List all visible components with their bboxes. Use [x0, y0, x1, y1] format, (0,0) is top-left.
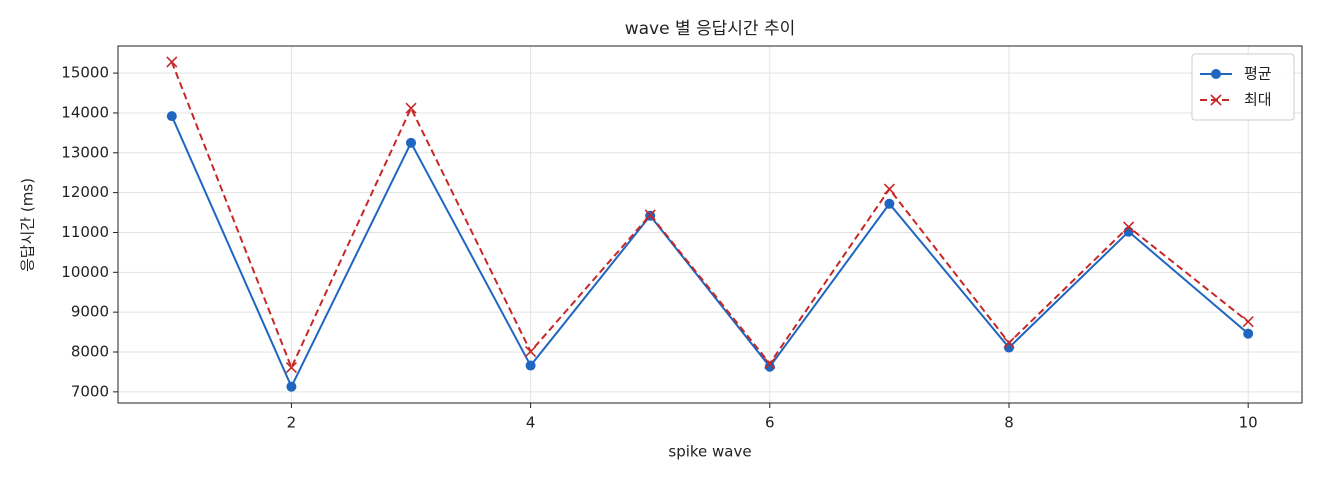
- marker: [884, 198, 895, 209]
- x-tick-label: 6: [765, 414, 775, 432]
- marker: [285, 361, 297, 374]
- y-tick-label: 12000: [61, 183, 109, 201]
- marker: [286, 381, 297, 392]
- y-tick-label: 15000: [61, 64, 109, 82]
- series-line: [170, 61, 1249, 371]
- y-tick-label: 9000: [71, 303, 109, 321]
- marker: [1211, 69, 1221, 79]
- marker: [644, 209, 656, 221]
- series-line: [170, 115, 1249, 390]
- marker: [405, 102, 417, 114]
- y-tick-label: 7000: [71, 382, 109, 400]
- marker: [525, 360, 536, 371]
- y-tick-label: 8000: [71, 343, 109, 361]
- marker: [1003, 337, 1015, 349]
- legend-label: 최대: [1244, 91, 1272, 109]
- y-tick-label: 14000: [61, 103, 109, 121]
- chart-title: wave 별 응답시간 추이: [625, 19, 796, 39]
- marker: [166, 56, 178, 68]
- marker: [525, 346, 537, 358]
- marker: [1210, 94, 1222, 106]
- y-tick-label: 11000: [61, 223, 109, 241]
- x-tick-label: 10: [1239, 414, 1258, 432]
- marker: [1243, 328, 1254, 339]
- marker: [764, 357, 776, 370]
- x-tick-label: 4: [526, 414, 536, 432]
- marker: [883, 183, 895, 195]
- x-tick-label: 8: [1004, 414, 1014, 432]
- y-tick-label: 13000: [61, 143, 109, 161]
- legend-box: [1191, 53, 1295, 121]
- y-axis-label: 응답시간 (ms): [19, 178, 37, 272]
- marker: [1123, 221, 1135, 233]
- marker: [1242, 316, 1254, 328]
- marker: [406, 137, 417, 148]
- marker: [764, 361, 775, 372]
- x-axis-label: spike wave: [668, 443, 751, 461]
- legend-label: 평균: [1244, 65, 1272, 83]
- x-tick-label: 2: [287, 414, 297, 432]
- marker: [166, 111, 177, 122]
- plot-frame: [117, 45, 1303, 404]
- y-tick-label: 10000: [61, 263, 109, 281]
